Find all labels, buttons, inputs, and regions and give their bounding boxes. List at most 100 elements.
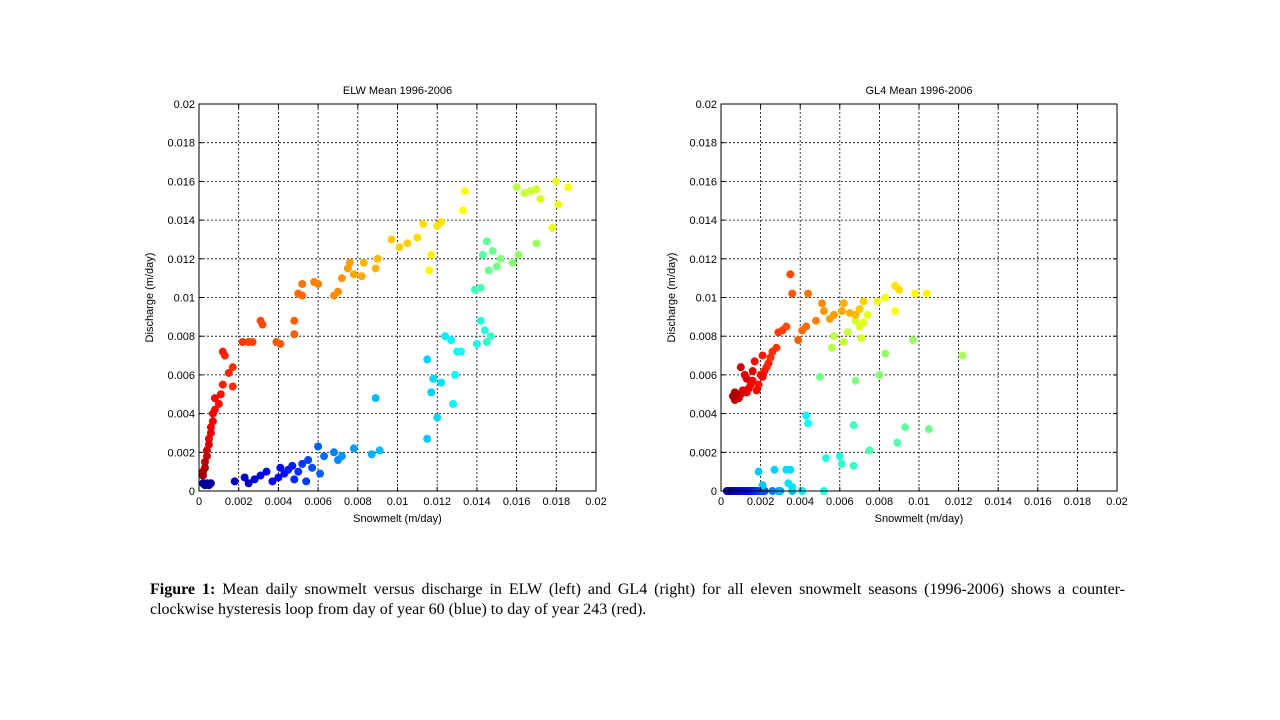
data-point [819, 307, 828, 316]
data-point [276, 463, 285, 472]
data-point [816, 372, 824, 381]
data-point [224, 368, 233, 377]
data-point [786, 465, 795, 474]
data-point [855, 305, 864, 314]
data-point [423, 355, 432, 364]
data-point [482, 237, 491, 246]
x-axis-label: Snowmelt (m/day) [875, 513, 964, 525]
data-point [240, 473, 249, 482]
y-tick-label: 0.016 [167, 176, 195, 188]
data-point [425, 266, 434, 275]
x-axis-label: Snowmelt (m/day) [353, 513, 442, 525]
data-point [272, 338, 281, 347]
data-point [492, 262, 501, 271]
data-point [333, 287, 342, 296]
x-tick-label: 0.01 [908, 496, 929, 508]
data-point [754, 467, 763, 476]
chart-title: ELW Mean 1996-2006 [343, 85, 452, 97]
data-point [298, 291, 307, 300]
data-point [728, 392, 737, 401]
data-point [460, 187, 469, 196]
data-point [228, 363, 237, 372]
data-point [387, 235, 396, 244]
data-point [228, 382, 237, 391]
data-point [794, 336, 803, 345]
data-point [375, 446, 384, 455]
y-tick-label: 0 [711, 486, 717, 498]
data-point [451, 370, 460, 379]
data-point [449, 399, 458, 408]
data-point [359, 258, 368, 267]
data-point [849, 421, 858, 430]
data-point [804, 419, 813, 428]
x-tick-label: 0.01 [387, 496, 408, 508]
data-point [459, 206, 468, 215]
data-point [774, 328, 783, 337]
data-point [758, 351, 767, 360]
y-axis-label: Discharge (m/day) [666, 253, 678, 343]
data-point [476, 316, 485, 325]
data-point [230, 477, 239, 486]
data-point [472, 339, 481, 348]
data-point [827, 343, 836, 352]
x-tick-label: 0.008 [866, 496, 894, 508]
y-tick-label: 0.01 [696, 293, 717, 305]
data-point [488, 247, 497, 256]
data-point [859, 318, 868, 327]
data-point [857, 334, 866, 343]
data-point [206, 423, 215, 432]
data-point [298, 279, 307, 288]
data-point [532, 185, 541, 194]
y-tick-label: 0.008 [167, 331, 195, 343]
data-point [308, 463, 317, 472]
data-point [851, 376, 860, 385]
data-point [829, 332, 838, 341]
data-point [302, 477, 311, 486]
data-point [427, 388, 436, 397]
data-point [837, 307, 846, 316]
data-point [758, 481, 767, 490]
data-point [770, 465, 779, 474]
y-tick-label: 0.002 [167, 447, 195, 459]
data-point [208, 409, 217, 418]
y-tick-label: 0.02 [696, 99, 717, 111]
data-point [262, 467, 271, 476]
data-point [873, 297, 882, 306]
x-tick-label: 0.018 [543, 496, 571, 508]
data-point [863, 310, 872, 319]
data-point [395, 243, 404, 252]
data-point [304, 456, 313, 465]
data-point [552, 177, 561, 186]
data-point [821, 454, 830, 463]
data-point [290, 475, 299, 484]
data-point [256, 316, 265, 325]
data-point [198, 471, 207, 480]
data-point [496, 254, 505, 263]
data-point [748, 367, 757, 376]
data-point [433, 413, 442, 422]
scatter-charts: 0 0.002 0.004 0.006 0.008 0.01 0.012 0.014 0.016… [144, 85, 1128, 525]
data-point [320, 452, 329, 461]
chart-title: GL4 Mean 1996-2006 [865, 85, 972, 97]
data-point [218, 380, 227, 389]
y-tick-label: 0.02 [174, 99, 195, 111]
data-point [216, 390, 225, 399]
data-point [337, 274, 346, 283]
data-point [419, 219, 428, 228]
data-point [788, 483, 797, 492]
data-point [204, 434, 213, 443]
data-point [329, 448, 338, 457]
data-point [373, 254, 382, 263]
chart-panel-1: 0 0.002 0.004 0.006 0.008 0.01 0.012 0.014 0.016… [144, 85, 607, 525]
data-point [750, 357, 759, 366]
data-point [909, 336, 918, 345]
x-tick-label: 0.004 [786, 496, 814, 508]
y-tick-label: 0.004 [167, 409, 195, 421]
x-tick-label: 0 [718, 496, 724, 508]
y-tick-label: 0.016 [689, 176, 717, 188]
data-point [924, 425, 933, 434]
data-point [403, 239, 412, 248]
data-point [429, 374, 438, 383]
data-point [825, 314, 834, 323]
data-point [839, 338, 848, 347]
